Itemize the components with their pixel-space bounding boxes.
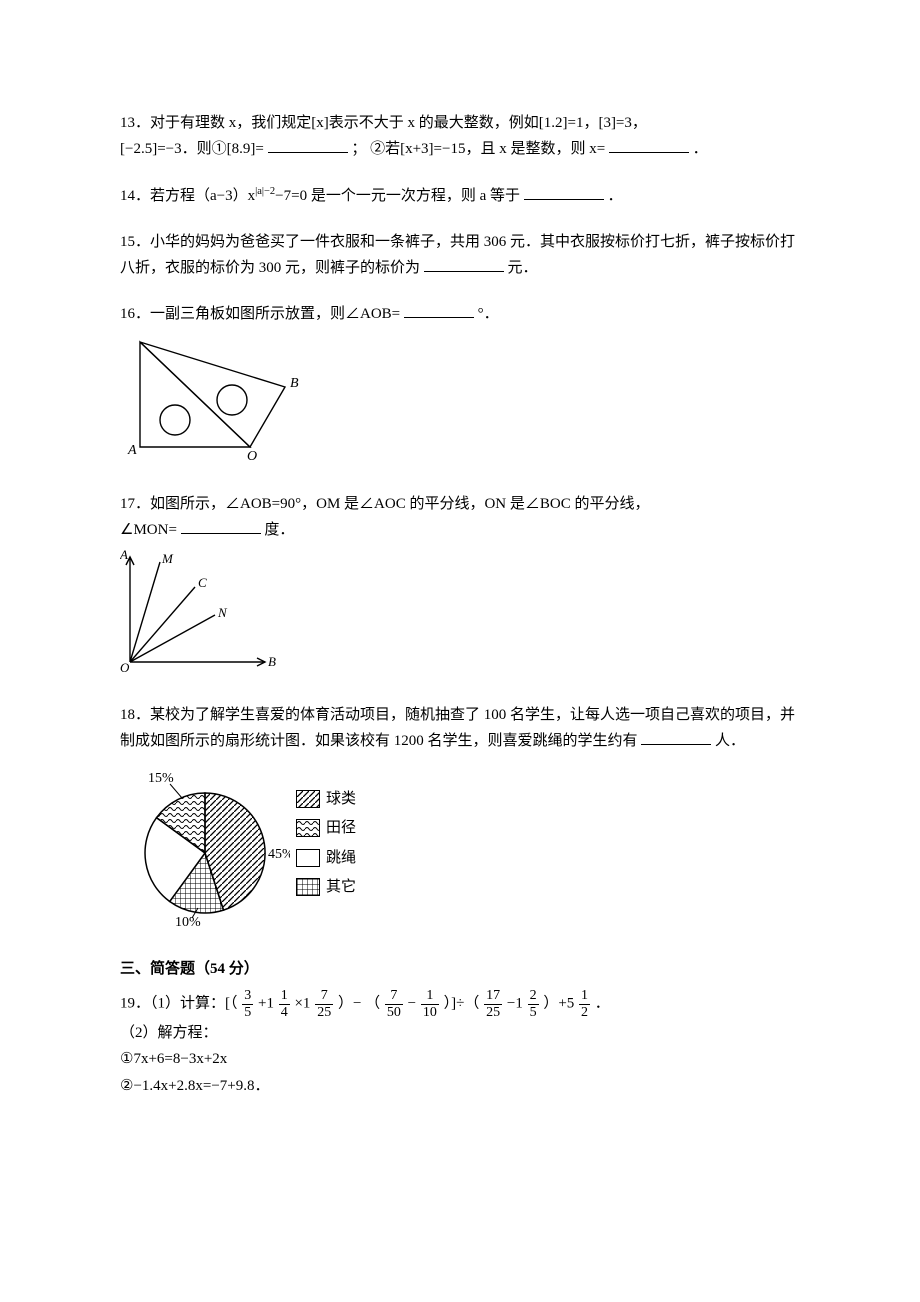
- question-16: 16．一副三角板如图所示放置，则∠AOB= °． A O B: [120, 301, 800, 471]
- q18-blank: [641, 729, 711, 745]
- frac-icon: 14: [279, 988, 290, 1020]
- pie-label-track: 15%: [148, 771, 174, 786]
- q13-blank-1: [268, 137, 348, 153]
- q16-text-a: 16．一副三角板如图所示放置，则∠AOB=: [120, 306, 400, 322]
- legend-other: 其它: [296, 874, 356, 900]
- q15-blank: [424, 256, 504, 272]
- legend-ball: 球类: [296, 786, 356, 812]
- q13-text-c: ； ②若[x+3]=−15，且 x 是整数，则 x=: [351, 141, 605, 157]
- q17-label-C: C: [198, 575, 207, 590]
- legend-track: 田径: [296, 815, 356, 841]
- q19-lead: 19．（1）计算：[（: [120, 996, 238, 1012]
- question-18: 18．某校为了解学生喜爱的体育活动项目，随机抽查了 100 名学生，让每人选一项…: [120, 702, 800, 929]
- legend-track-text: 田径: [326, 815, 356, 841]
- q17-text-c: 度．: [264, 522, 294, 538]
- q16-label-B: B: [290, 376, 299, 391]
- legend-swatch-icon: [296, 819, 320, 837]
- q14-text-b: −7=0 是一个一元一次方程，则 a 等于: [275, 188, 520, 204]
- q16-figure: A O B: [120, 332, 800, 471]
- q18-text-b: 人．: [715, 733, 745, 749]
- legend-swatch-icon: [296, 849, 320, 867]
- question-19: 19．（1）计算：[（ 35 +1 14 ×1 725 ）− （ 750 − 1…: [120, 988, 800, 1099]
- q17-blank: [181, 518, 261, 534]
- frac-icon: 25: [528, 988, 539, 1020]
- q19-line1: 19．（1）计算：[（ 35 +1 14 ×1 725 ）− （ 750 − 1…: [120, 988, 800, 1020]
- q14-text-c: ．: [608, 188, 623, 204]
- legend-rope-text: 跳绳: [326, 845, 356, 871]
- legend-swatch-icon: [296, 878, 320, 896]
- q13-text-b: [−2.5]=−3．则①[8.9]=: [120, 141, 264, 157]
- question-14: 14．若方程（a−3）x|a|−2−7=0 是一个一元一次方程，则 a 等于 ．: [120, 183, 800, 209]
- q14-text-a: 14．若方程（a−3）x: [120, 188, 255, 204]
- frac-icon: 35: [242, 988, 253, 1020]
- frac-icon: 750: [385, 988, 403, 1020]
- legend-rope: 跳绳: [296, 845, 356, 871]
- q17-label-N: N: [217, 605, 228, 620]
- frac-icon: 1725: [484, 988, 502, 1020]
- q19-p2: （2）解方程：: [120, 1020, 800, 1046]
- q14-exp: |a|−2: [255, 186, 275, 197]
- q15-text-b: 元．: [508, 260, 538, 276]
- pie-label-other: 10%: [175, 915, 201, 928]
- question-15: 15．小华的妈妈为爸爸买了一件衣服和一条裤子，共用 306 元．其中衣服按标价打…: [120, 229, 800, 282]
- q16-text-b: °．: [478, 306, 499, 322]
- q17-label-A: A: [120, 547, 128, 562]
- q16-label-A: A: [127, 443, 137, 458]
- q16-label-O: O: [247, 449, 257, 462]
- q14-blank: [524, 184, 604, 200]
- legend-ball-text: 球类: [326, 786, 356, 812]
- q17-figure: A M C N B O: [120, 547, 800, 681]
- pie-legend: 球类 田径 跳绳 其它: [296, 783, 356, 903]
- q17-text-b: ∠MON=: [120, 522, 177, 538]
- pie-label-ball: 45%: [268, 847, 290, 862]
- q16-blank: [404, 302, 474, 318]
- frac-icon: 12: [579, 988, 590, 1020]
- q17-label-B: B: [268, 654, 276, 669]
- legend-other-text: 其它: [326, 874, 356, 900]
- question-13: 13．对于有理数 x，我们规定[x]表示不大于 x 的最大整数，例如[1.2]=…: [120, 110, 800, 163]
- q17-label-M: M: [161, 551, 174, 566]
- legend-swatch-icon: [296, 790, 320, 808]
- q19-eq1: ①7x+6=8−3x+2x: [120, 1046, 800, 1072]
- frac-icon: 725: [315, 988, 333, 1020]
- q13-text-d: ．: [693, 141, 708, 157]
- q19-eq2: ②−1.4x+2.8x=−7+9.8．: [120, 1073, 800, 1099]
- q17-text-a: 17．如图所示，∠AOB=90°，OM 是∠AOC 的平分线，ON 是∠BOC …: [120, 496, 649, 512]
- section-3-title: 三、简答题（54 分）: [120, 956, 800, 982]
- q18-figure: 45% 15% 10% 球类 田径 跳绳 其它: [120, 758, 800, 928]
- q13-blank-2: [609, 137, 689, 153]
- q13-text-a: 13．对于有理数 x，我们规定[x]表示不大于 x 的最大整数，例如[1.2]=…: [120, 115, 647, 131]
- frac-icon: 110: [421, 988, 439, 1020]
- q17-label-O: O: [120, 660, 130, 672]
- question-17: 17．如图所示，∠AOB=90°，OM 是∠AOC 的平分线，ON 是∠BOC …: [120, 491, 800, 682]
